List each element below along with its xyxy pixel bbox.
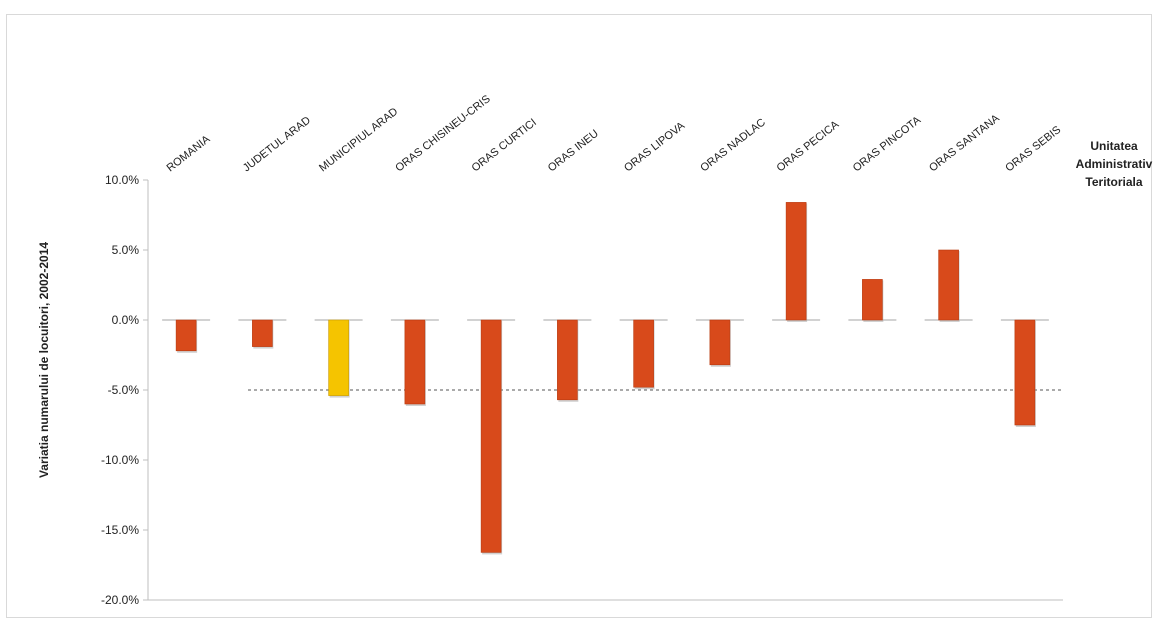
category-label: ORAS NADLAC xyxy=(698,116,768,174)
category-label: ORAS PINCOTA xyxy=(851,114,924,175)
bar xyxy=(938,249,959,321)
bar xyxy=(557,319,578,401)
y-tick-label: 0.0% xyxy=(112,313,140,327)
category-label: ORAS SANTANA xyxy=(927,112,1002,174)
y-tick-label: -20.0% xyxy=(101,593,139,607)
bar xyxy=(633,319,654,388)
category-label: ROMANIA xyxy=(165,133,213,174)
category-label: ORAS PECICA xyxy=(775,118,842,174)
bar xyxy=(404,319,426,405)
category-label: JUDETUL ARAD xyxy=(241,114,313,174)
x-axis-title-line: Administrativ xyxy=(1076,157,1153,171)
y-tick-label: 10.0% xyxy=(105,173,139,187)
bar xyxy=(480,319,502,553)
bars xyxy=(162,202,1049,555)
category-label: ORAS LIPOVA xyxy=(622,119,688,174)
bar xyxy=(252,319,273,347)
category-labels: ROMANIA JUDETUL ARAD MUNICIPIUL ARAD ORAS C… xyxy=(165,93,1064,174)
bar xyxy=(328,319,349,396)
y-tick-label: -10.0% xyxy=(101,453,139,467)
y-tick-label: -15.0% xyxy=(101,523,139,537)
category-label: MUNICIPIUL ARAD xyxy=(317,106,400,175)
y-tick-label: 5.0% xyxy=(112,243,140,257)
bar xyxy=(785,202,807,321)
bar xyxy=(862,279,883,321)
y-tick-label: -5.0% xyxy=(108,383,140,397)
y-axis-title: Variatia numarului de locuitori, 2002-20… xyxy=(37,242,51,478)
x-axis-title: Unitatea Administrativ Teritoriala xyxy=(1076,139,1153,189)
x-axis-title-line: Teritoriala xyxy=(1085,175,1142,189)
x-axis-title-line: Unitatea xyxy=(1090,139,1138,153)
bar xyxy=(175,319,197,352)
bar xyxy=(1014,319,1036,426)
category-label: ORAS CURTICI xyxy=(470,116,539,174)
category-label: ORAS SEBIS xyxy=(1003,124,1063,174)
category-label: ORAS INEU xyxy=(546,128,601,175)
bar xyxy=(709,319,731,366)
y-tick-labels: 10.0% 5.0% 0.0% -5.0% -10.0% -15.0% -20.0% xyxy=(101,173,148,607)
